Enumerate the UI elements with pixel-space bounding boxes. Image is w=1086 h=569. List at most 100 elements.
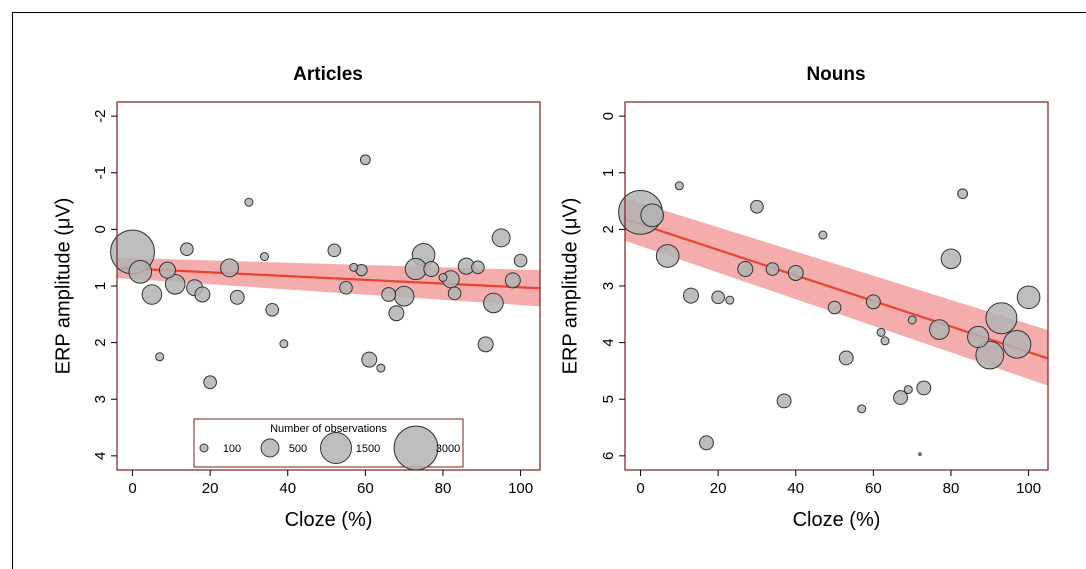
data-point (765, 262, 780, 276)
data-point (404, 257, 427, 281)
data-point (244, 197, 254, 207)
panel-title: Articles (293, 64, 363, 85)
y-tick-label: 0 (600, 112, 617, 120)
nouns-panel: Nouns 0 20 40 60 80 100 0 1 2 3 4 5 6 Cloze (%) ERP amp… (559, 64, 1049, 531)
data-point (349, 262, 359, 272)
y-tick-label: 3 (600, 282, 617, 290)
data-point (376, 363, 386, 373)
y-tick-label: -1 (92, 166, 109, 179)
y-tick-label: 3 (92, 395, 109, 403)
data-point (903, 385, 913, 395)
data-point (655, 244, 680, 268)
data-point (327, 243, 342, 258)
data-point (194, 286, 211, 303)
articles-panel: Articles 0 20 40 60 80 100 -2 -1 0 1 2 3 4 Cloze (%) ER… (52, 64, 541, 531)
data-point (1016, 285, 1041, 310)
data-point (381, 287, 397, 302)
data-point (838, 350, 854, 366)
data-point (491, 228, 511, 248)
data-point (711, 290, 725, 305)
x-tick-label: 0 (636, 480, 644, 497)
data-point (918, 452, 922, 456)
data-point (957, 188, 969, 200)
data-point (203, 375, 217, 390)
data-point (876, 327, 886, 337)
data-point (265, 302, 280, 317)
y-tick-label: 5 (600, 395, 617, 403)
x-tick-label: 100 (1016, 480, 1041, 497)
data-point (155, 352, 165, 362)
data-point (818, 230, 828, 240)
fit-line (117, 266, 540, 290)
data-point (158, 261, 176, 279)
data-point (477, 336, 494, 353)
y-axis-title: ERP amplitude (μV) (559, 198, 581, 375)
size-legend: Number of observations 100 500 1500 3000 (193, 418, 464, 471)
data-point (483, 292, 504, 314)
data-point (438, 273, 448, 283)
data-point (865, 294, 881, 310)
x-tick-label: 60 (357, 480, 374, 497)
data-point (640, 203, 664, 228)
panel-title: Nouns (806, 64, 865, 85)
data-point (975, 340, 1005, 370)
data-point (229, 289, 245, 305)
data-point (929, 319, 950, 340)
data-point (279, 339, 289, 349)
y-tick-label: 1 (92, 282, 109, 290)
data-point (725, 295, 735, 305)
data-point (504, 272, 521, 289)
data-point (907, 315, 917, 325)
legend-label: 100 (223, 443, 241, 455)
legend-label: 500 (289, 443, 307, 455)
data-point (164, 274, 186, 295)
legend-label: 1500 (356, 443, 380, 455)
data-point (361, 351, 378, 368)
data-point (1002, 329, 1032, 359)
data-point (220, 258, 239, 278)
y-tick-label: 4 (92, 452, 109, 460)
legend-marker (260, 438, 280, 458)
data-point (471, 260, 485, 275)
y-tick-label: 4 (600, 338, 617, 346)
y-tick-label: -2 (92, 109, 109, 122)
y-axis-title: ERP amplitude (μV) (52, 198, 74, 375)
x-tick-label: 40 (787, 480, 804, 497)
data-point (359, 154, 371, 166)
figure-frame (12, 12, 1086, 569)
data-point (259, 252, 269, 262)
data-point (513, 253, 528, 268)
x-axis-title: Cloze (%) (285, 509, 373, 531)
y-tick-label: 2 (600, 225, 617, 233)
data-point (423, 261, 440, 277)
data-point (388, 305, 405, 322)
legend-title: Number of observations (270, 423, 387, 435)
data-point (699, 435, 714, 451)
data-point (967, 325, 990, 349)
data-point (916, 380, 932, 396)
y-tick-label: 2 (92, 338, 109, 346)
data-point (940, 248, 962, 270)
data-point (447, 286, 462, 301)
data-point (180, 242, 194, 257)
x-axis-title: Cloze (%) (793, 509, 881, 531)
data-point (141, 284, 163, 305)
data-point (393, 285, 415, 307)
data-point (880, 336, 890, 346)
data-point (985, 302, 1018, 335)
y-tick-label: 1 (600, 169, 617, 177)
data-point (787, 264, 804, 281)
x-tick-label: 20 (710, 480, 727, 497)
data-point (737, 261, 754, 277)
data-point (682, 287, 699, 304)
data-point (674, 181, 684, 191)
legend-marker (393, 425, 439, 471)
x-tick-label: 40 (279, 480, 296, 497)
x-tick-label: 60 (865, 480, 882, 497)
legend-marker (320, 432, 352, 464)
legend-label: 3000 (436, 443, 460, 455)
y-tick-label: 6 (600, 452, 617, 460)
legend-marker (199, 443, 209, 453)
data-point (750, 199, 764, 214)
